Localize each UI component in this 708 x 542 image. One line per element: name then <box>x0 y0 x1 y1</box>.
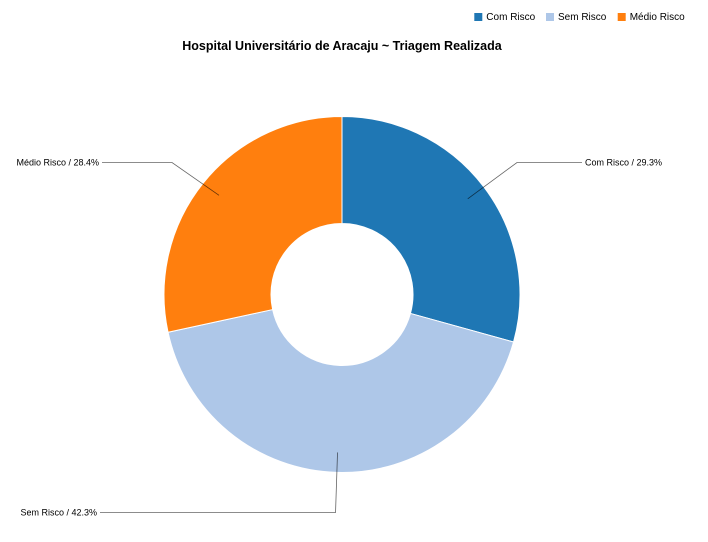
legend-swatch-medio-risco <box>617 13 626 21</box>
slice-label-sem-risco: Sem Risco / 42.3% <box>20 508 97 518</box>
slice-labels: Com Risco / 29.3% Sem Risco / 42.3% Médio … <box>16 158 662 518</box>
legend-item-medio-risco[interactable]: Médio Risco <box>617 12 685 23</box>
slice-label-com-risco: Com Risco / 29.3% <box>585 158 662 168</box>
legend-item-com-risco[interactable]: Com Risco <box>474 12 536 23</box>
donut-slices <box>163 115 521 474</box>
legend-swatch-sem-risco <box>546 13 554 21</box>
label-leader-lines <box>100 162 582 513</box>
legend-swatch-com-risco <box>474 13 483 21</box>
leader-line-com-risco <box>467 162 582 200</box>
leader-line-medio-risco <box>102 162 220 196</box>
legend-label-com-risco: Com Risco <box>486 12 535 23</box>
leader-line-sem-risco <box>100 452 338 513</box>
legend-item-sem-risco[interactable]: Sem Risco <box>546 12 607 23</box>
legend-label-sem-risco: Sem Risco <box>558 12 607 23</box>
slice-com-risco[interactable] <box>341 115 521 343</box>
slice-sem-risco[interactable] <box>167 308 515 474</box>
slice-medio-risco[interactable] <box>163 115 343 333</box>
slice-label-medio-risco: Médio Risco / 28.4% <box>16 158 99 168</box>
legend-label-medio-risco: Médio Risco <box>630 12 685 23</box>
chart-title: Hospital Universitário de Aracaju ~ Tria… <box>182 39 502 53</box>
legend: Com Risco Sem Risco Médio Risco <box>474 12 685 23</box>
